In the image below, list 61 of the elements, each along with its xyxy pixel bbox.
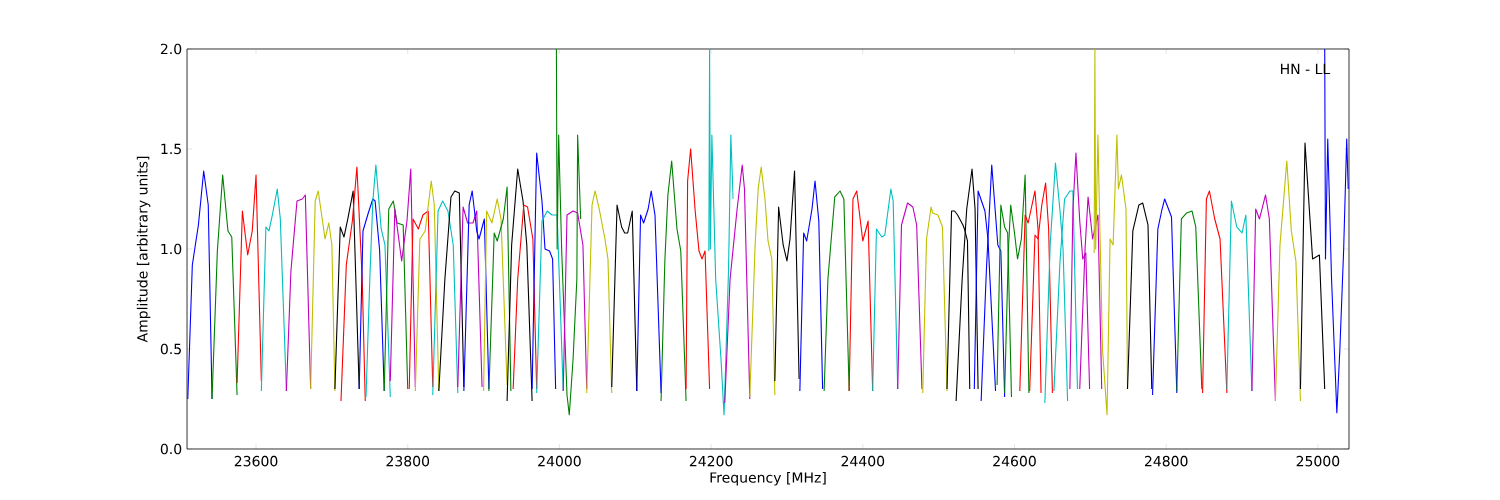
line-series: [365, 164, 391, 398]
y-tick-label: 0.0: [160, 443, 182, 455]
line-series: [408, 210, 434, 390]
line-series: [1202, 190, 1228, 394]
line-series: [749, 166, 776, 398]
line-series: [506, 168, 533, 402]
line-series: [260, 188, 287, 392]
x-tick-label: 24000: [538, 455, 581, 467]
line-series: [872, 188, 899, 392]
line-series: [586, 190, 613, 394]
y-tick-label: 0.5: [160, 343, 181, 355]
line-series: [1176, 210, 1203, 392]
line-series: [457, 206, 483, 388]
line-series: [562, 210, 588, 392]
line-series: [358, 198, 385, 392]
line-series: [708, 48, 734, 416]
line-series: [483, 198, 508, 392]
line-series: [1152, 198, 1178, 396]
line-series: [334, 190, 360, 390]
line-series: [512, 204, 538, 390]
line-series: [310, 190, 336, 392]
x-axis-title: Frequency [MHz]: [710, 471, 826, 486]
x-tick-label: 24400: [841, 455, 885, 467]
line-series: [438, 190, 465, 392]
x-tick-label: 24800: [1144, 455, 1188, 467]
line-series: [823, 190, 850, 392]
line-series: [1093, 48, 1129, 416]
y-tick-label: 1.5: [161, 143, 181, 155]
line-series: [432, 200, 459, 396]
line-series: [922, 206, 948, 394]
x-tick-label: 23600: [234, 455, 278, 467]
line-series: [340, 166, 366, 402]
line-series: [285, 194, 312, 392]
line-series: [1274, 160, 1301, 402]
line-series: [536, 210, 564, 394]
line-series: [236, 174, 262, 384]
line-series: [463, 190, 490, 392]
line-series: [488, 186, 512, 392]
line-series: [685, 148, 711, 390]
x-tick-label: 23800: [386, 455, 430, 467]
y-tick-label: 2.0: [160, 43, 182, 55]
line-series: [774, 170, 800, 382]
line-series: [848, 190, 874, 392]
y-axis-title: Amplitude [arbitrary units]: [136, 156, 151, 343]
x-tick-label: 25000: [1296, 455, 1340, 467]
x-tick-label: 24600: [993, 455, 1036, 467]
line-series: [799, 180, 824, 392]
x-tick-label: 24200: [689, 455, 733, 467]
y-tick-label: 1.0: [161, 243, 182, 255]
line-series: [211, 174, 238, 400]
line-series: [660, 160, 687, 402]
line-series: [897, 202, 923, 390]
line-series: [414, 180, 440, 392]
line-series: [1299, 142, 1326, 390]
line-series: [531, 152, 557, 390]
line-series: [636, 190, 662, 394]
line-series: [383, 200, 409, 392]
line-series: [724, 164, 751, 404]
line-series: [1226, 200, 1253, 392]
line-series: [555, 48, 582, 416]
line-series: [1126, 202, 1153, 390]
